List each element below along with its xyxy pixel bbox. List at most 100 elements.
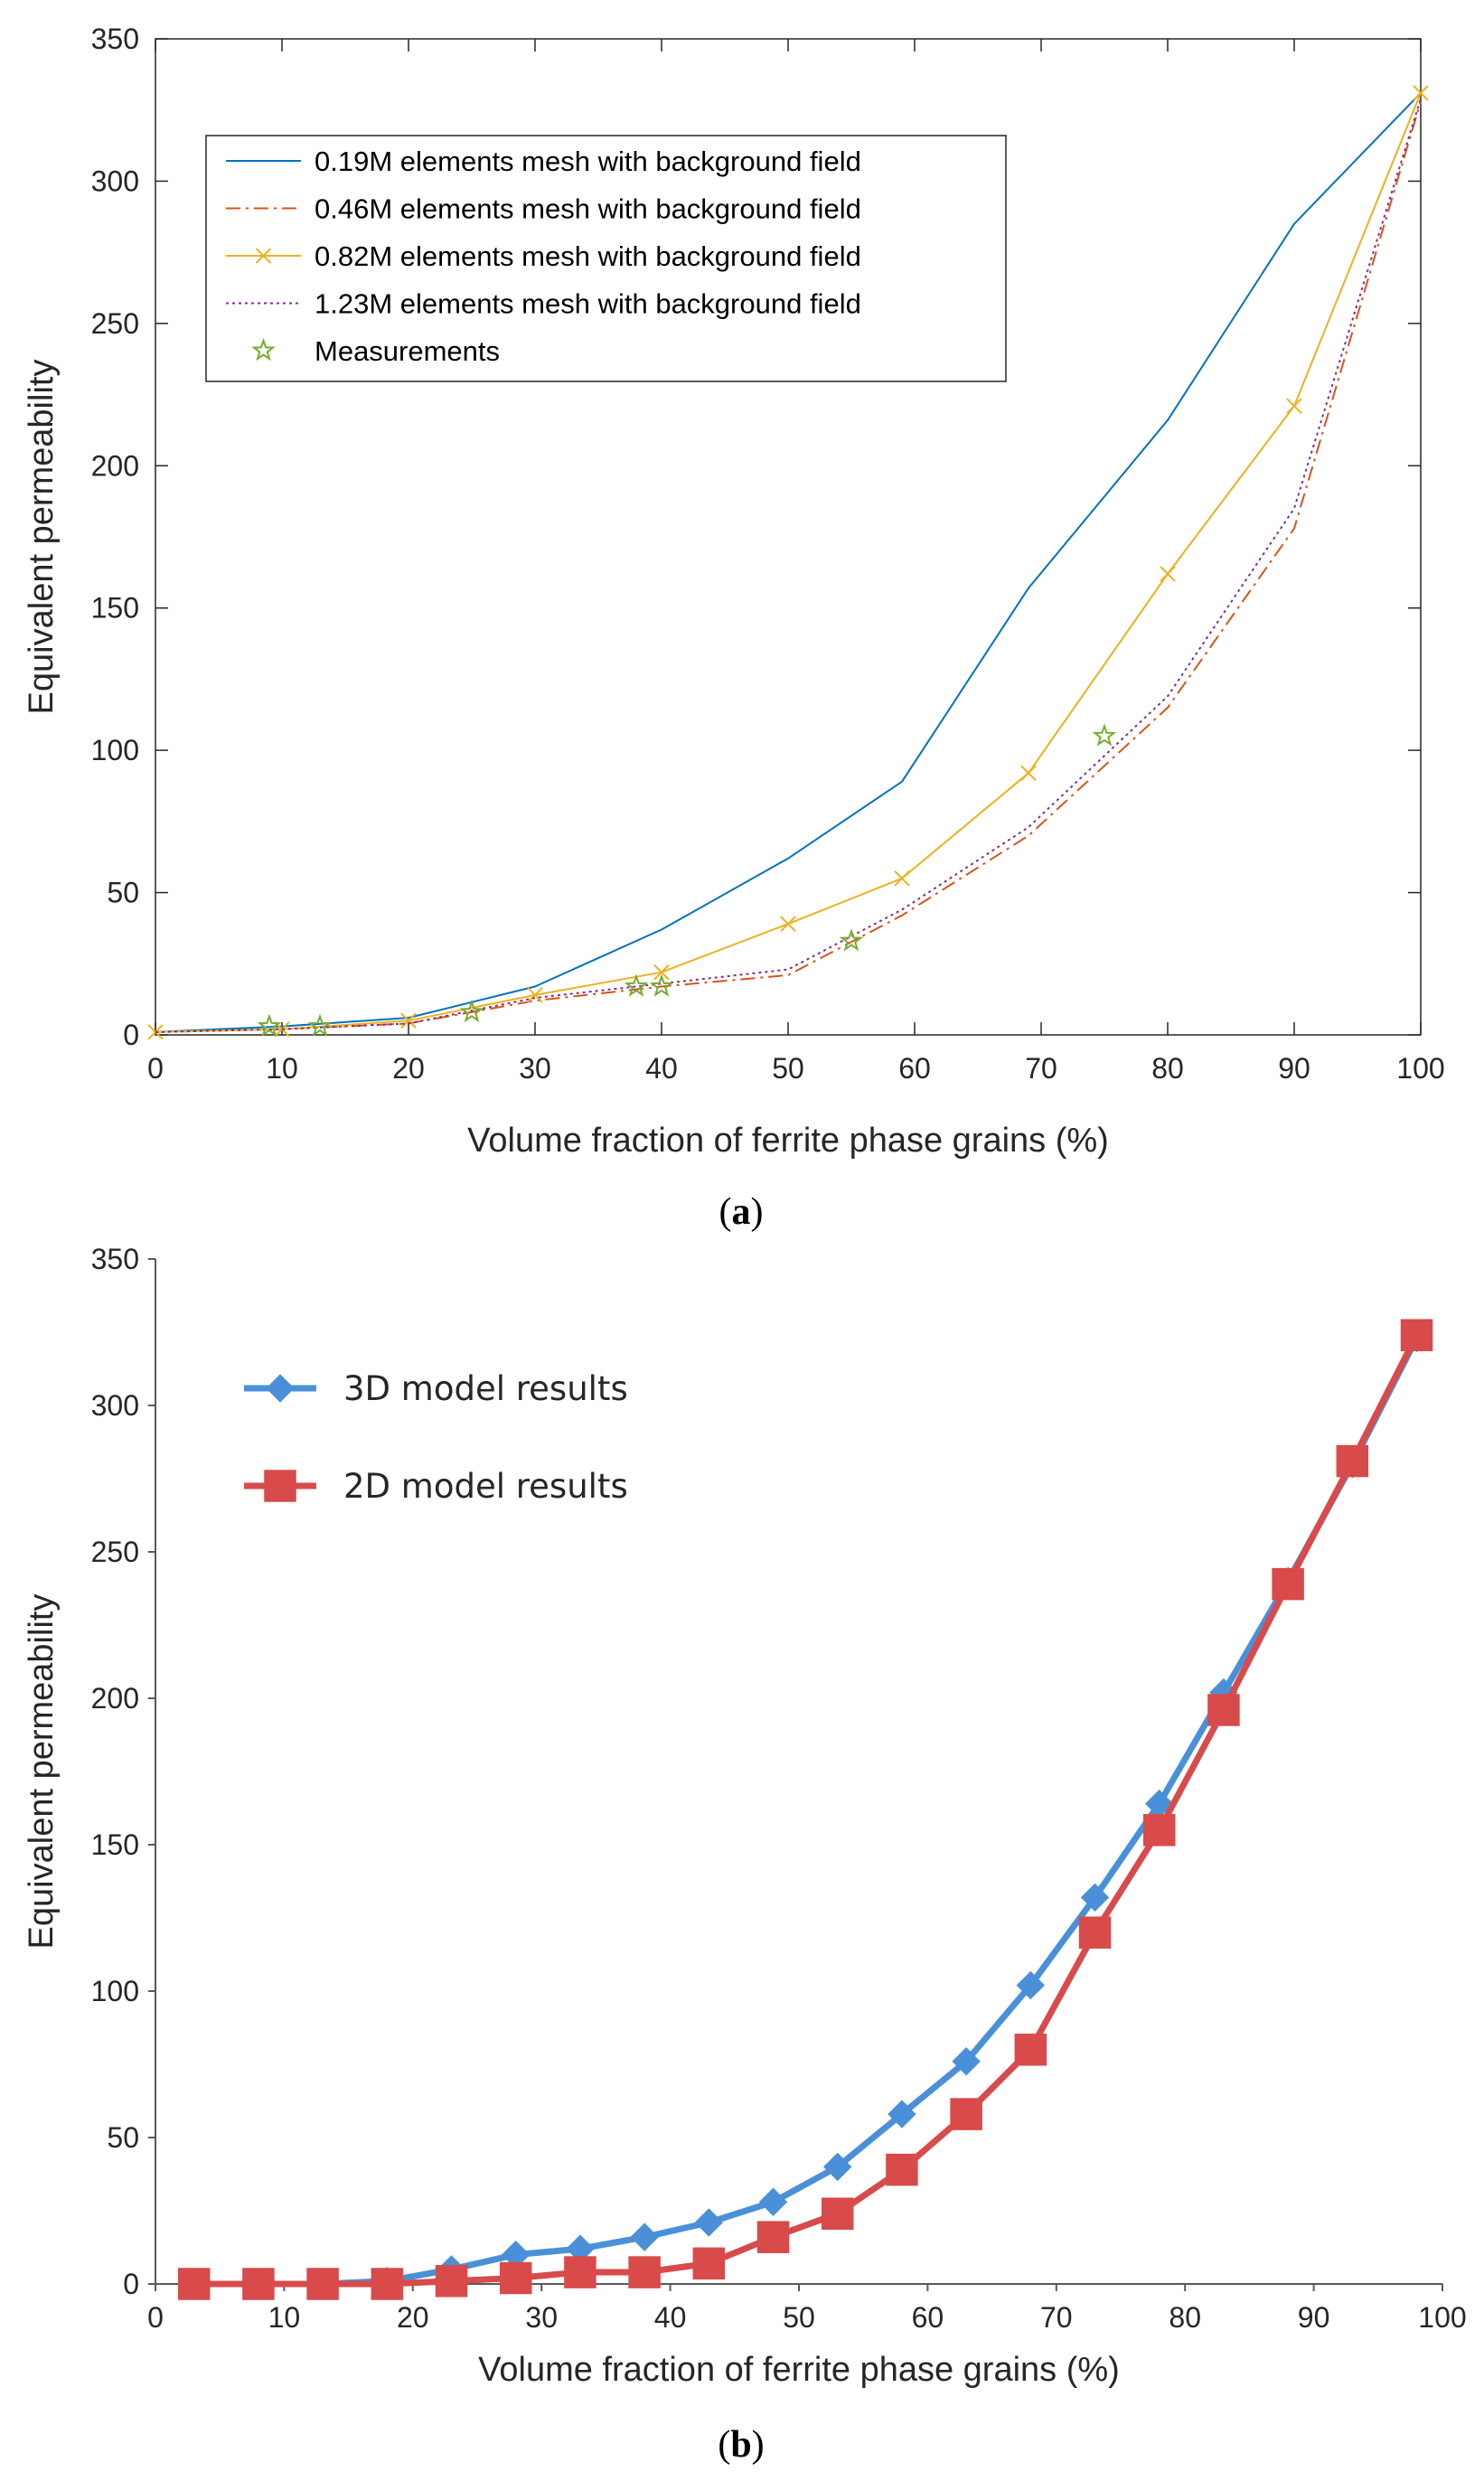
marker-square xyxy=(692,2247,726,2280)
x-tick-label: 60 xyxy=(912,2301,944,2334)
marker-x xyxy=(400,1012,417,1029)
y-tick-label: 100 xyxy=(91,734,139,766)
y-tick-label: 50 xyxy=(107,2121,139,2154)
y-axis-a: 0 50 100 150 200 250 300 350 xyxy=(91,23,1421,1051)
marker-diamond xyxy=(694,2208,724,2237)
marker-x xyxy=(527,987,543,1003)
x-tick-label: 10 xyxy=(266,1052,298,1085)
marker-star xyxy=(649,973,674,997)
marker-x xyxy=(1160,566,1176,582)
marker-square xyxy=(564,2256,596,2288)
series-group-a xyxy=(147,85,1429,1040)
y-axis-label-a: Equivalent permeability xyxy=(23,360,61,715)
x-tick-label: 100 xyxy=(1418,2301,1466,2334)
marker-square xyxy=(306,2268,339,2300)
marker-square xyxy=(886,2153,918,2186)
x-tick-label: 50 xyxy=(772,1052,804,1085)
x-tick-label: 40 xyxy=(654,2301,687,2334)
legend-label: 1.23M elements mesh with background fiel… xyxy=(315,288,861,320)
marker-square xyxy=(435,2265,468,2298)
x-tick-label: 50 xyxy=(783,2301,815,2334)
marker-x xyxy=(780,916,796,932)
legend-label: Measurements xyxy=(315,335,500,367)
x-tick-label: 80 xyxy=(1151,1052,1184,1085)
legend-a: 0.19M elements mesh with background fiel… xyxy=(205,135,1007,382)
x-axis-label-b: Volume fraction of ferrite phase grains … xyxy=(478,2351,1120,2389)
x-tick-label: 10 xyxy=(268,2301,301,2334)
legend-label: 0.19M elements mesh with background fiel… xyxy=(315,146,861,177)
marker-diamond xyxy=(758,2187,788,2216)
marker-square xyxy=(756,2221,790,2253)
marker-square xyxy=(1014,2034,1047,2066)
series-3 xyxy=(147,85,1429,1040)
marker-diamond xyxy=(823,2152,852,2182)
marker-square xyxy=(821,2197,854,2230)
y-tick-label: 300 xyxy=(91,1389,139,1422)
marker-square xyxy=(499,2261,532,2295)
x-tick-label: 90 xyxy=(1298,2301,1330,2334)
marker-x xyxy=(1413,85,1429,101)
x-tick-label: 40 xyxy=(645,1052,678,1085)
caption-b: (b) xyxy=(718,2424,764,2466)
series-line xyxy=(155,98,1422,1033)
y-tick-label: 350 xyxy=(91,1243,139,1275)
marker-square xyxy=(242,2268,275,2300)
series-4 xyxy=(155,98,1422,1033)
x-tick-label: 20 xyxy=(397,2301,429,2334)
marker-square xyxy=(950,2098,982,2130)
marker-square xyxy=(1142,1814,1176,1847)
marker-x xyxy=(255,248,272,264)
x-tick-label: 0 xyxy=(147,2301,164,2334)
y-axis-b: 0 50 100 150 200 250 300 350 xyxy=(91,1243,155,2300)
y-tick-label: 0 xyxy=(123,2268,139,2300)
y-tick-label: 150 xyxy=(91,592,139,625)
marker-diamond xyxy=(952,2047,981,2076)
x-axis-b: 0 10 20 30 40 50 60 70 80 90 100 xyxy=(147,2284,1467,2334)
series-2 xyxy=(177,1319,1433,2300)
y-tick-label: 300 xyxy=(91,164,139,197)
series-1 xyxy=(155,92,1422,1033)
series-line xyxy=(155,92,1422,1033)
y-tick-label: 150 xyxy=(91,1828,139,1861)
legend-label: 2D model results xyxy=(343,1467,628,1506)
marker-square xyxy=(628,2256,661,2288)
y-tick-label: 0 xyxy=(123,1019,139,1051)
marker-star xyxy=(624,973,649,997)
series-group-b xyxy=(177,1319,1433,2300)
marker-diamond xyxy=(630,2223,659,2251)
marker-star xyxy=(257,1013,282,1037)
x-axis-label-a: Volume fraction of ferrite phase grains … xyxy=(467,1122,1109,1160)
marker-square xyxy=(1336,1444,1369,1478)
y-tick-label: 350 xyxy=(91,23,139,55)
x-tick-label: 70 xyxy=(1040,2301,1073,2334)
marker-diamond xyxy=(1080,1883,1110,1912)
marker-square xyxy=(371,2268,404,2300)
marker-square xyxy=(1400,1319,1433,1351)
y-tick-label: 250 xyxy=(91,307,139,340)
x-tick-label: 20 xyxy=(392,1052,425,1085)
legend-label: 0.46M elements mesh with background fiel… xyxy=(315,193,861,225)
marker-square xyxy=(264,1470,296,1502)
legend-label: 0.82M elements mesh with background fiel… xyxy=(315,240,861,272)
marker-diamond xyxy=(266,1374,295,1403)
caption-a: (a) xyxy=(719,1191,764,1233)
x-tick-label: 0 xyxy=(147,1052,164,1085)
x-tick-label: 30 xyxy=(519,1052,551,1085)
legend-b: 3D model results 2D model results xyxy=(244,1369,628,1506)
y-tick-label: 50 xyxy=(107,877,139,909)
x-tick-label: 30 xyxy=(525,2301,558,2334)
y-tick-label: 200 xyxy=(91,1682,139,1715)
marker-x xyxy=(1020,765,1037,782)
y-axis-label-b: Equivalent permeability xyxy=(23,1594,61,1950)
marker-square xyxy=(177,2268,211,2300)
legend-box xyxy=(205,135,1007,382)
legend-label: 3D model results xyxy=(343,1369,628,1408)
x-tick-label: 80 xyxy=(1169,2301,1201,2334)
marker-diamond xyxy=(888,2100,916,2129)
marker-square xyxy=(1207,1694,1240,1726)
x-tick-label: 70 xyxy=(1025,1052,1057,1085)
chart-b: 0 50 100 150 200 250 300 350 0 10 20 30 40 50 60 70 80 9… xyxy=(23,1243,1467,2466)
marker-star xyxy=(307,1013,333,1037)
marker-star xyxy=(459,999,484,1023)
y-tick-label: 100 xyxy=(91,1975,139,2007)
